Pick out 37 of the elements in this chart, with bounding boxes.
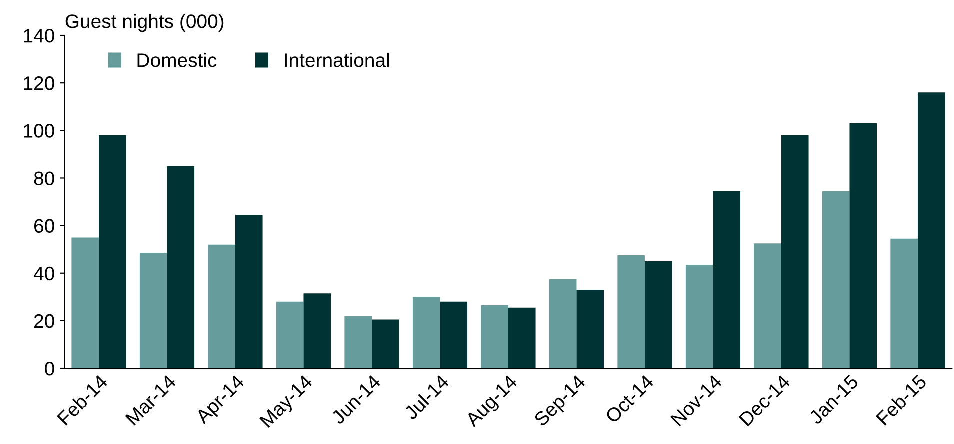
bar [344,316,372,369]
y-tick-label: 120 [24,76,54,90]
bar [304,294,332,369]
bar [508,308,536,369]
bar [754,244,782,369]
y-tick-label: 20 [34,314,54,328]
bar [713,191,741,369]
bar [235,215,263,369]
bar [276,302,304,369]
bar [549,279,577,369]
bar [208,244,236,369]
y-tick-label: 40 [34,266,54,281]
bar [918,92,946,369]
y-tick-label: 0 [45,362,54,376]
legend-label: Domestic [138,53,217,68]
y-tick-label: 60 [34,219,54,234]
bar [481,305,508,369]
bar [822,191,850,369]
bar [372,320,400,369]
bar [167,166,195,369]
bar [440,302,468,369]
y-axis-title: Guest nights (000) [66,14,224,32]
bar [576,290,604,369]
bar [618,256,645,369]
bar [72,238,99,369]
bar [850,124,878,369]
y-tick-label: 80 [34,172,54,186]
bar [781,135,809,369]
bar [412,297,440,369]
bar [686,265,714,369]
legend-label: International [285,53,390,68]
bar [98,135,126,369]
y-tick-label: 100 [24,124,54,138]
bar [140,253,168,369]
y-tick-label: 140 [24,28,54,43]
bar [644,261,672,369]
bar [890,238,918,369]
